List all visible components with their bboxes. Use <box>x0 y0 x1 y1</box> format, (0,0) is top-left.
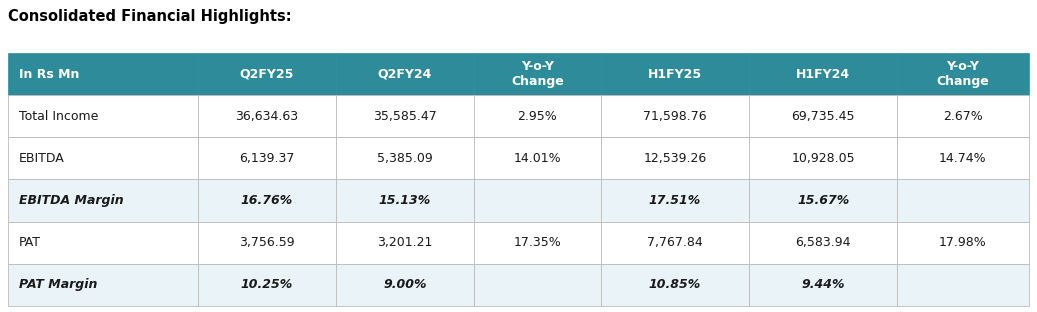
Text: Y-o-Y
Change: Y-o-Y Change <box>936 60 989 88</box>
Bar <box>336 53 474 95</box>
Text: 14.01%: 14.01% <box>513 152 561 165</box>
Bar <box>198 53 336 95</box>
Text: 36,634.63: 36,634.63 <box>235 110 299 123</box>
Bar <box>600 53 749 95</box>
Text: Y-o-Y
Change: Y-o-Y Change <box>511 60 564 88</box>
Bar <box>749 95 897 137</box>
Bar <box>897 179 1029 222</box>
Text: 5,385.09: 5,385.09 <box>376 152 432 165</box>
Bar <box>897 53 1029 95</box>
Text: 17.35%: 17.35% <box>513 236 561 249</box>
Text: 6,583.94: 6,583.94 <box>795 236 851 249</box>
Text: 15.13%: 15.13% <box>379 194 431 207</box>
Text: 9.44%: 9.44% <box>802 278 845 291</box>
Bar <box>749 179 897 222</box>
Bar <box>336 264 474 306</box>
Bar <box>198 222 336 264</box>
Text: 7,767.84: 7,767.84 <box>647 236 703 249</box>
Bar <box>336 95 474 137</box>
Text: 35,585.47: 35,585.47 <box>373 110 437 123</box>
Bar <box>336 137 474 179</box>
Bar <box>198 95 336 137</box>
Text: 12,539.26: 12,539.26 <box>643 152 706 165</box>
Text: In Rs Mn: In Rs Mn <box>19 68 79 80</box>
Text: 9.00%: 9.00% <box>383 278 426 291</box>
Text: 17.98%: 17.98% <box>940 236 987 249</box>
Bar <box>198 179 336 222</box>
Text: EBITDA: EBITDA <box>19 152 64 165</box>
Text: PAT: PAT <box>19 236 40 249</box>
Text: EBITDA Margin: EBITDA Margin <box>19 194 123 207</box>
Bar <box>897 222 1029 264</box>
Text: PAT Margin: PAT Margin <box>19 278 97 291</box>
Bar <box>8 179 198 222</box>
Bar <box>897 264 1029 306</box>
Text: Consolidated Financial Highlights:: Consolidated Financial Highlights: <box>8 9 292 24</box>
Bar <box>749 53 897 95</box>
Text: 69,735.45: 69,735.45 <box>791 110 854 123</box>
Bar <box>474 222 600 264</box>
Bar <box>897 137 1029 179</box>
Text: Q2FY24: Q2FY24 <box>377 68 432 80</box>
Text: 10,928.05: 10,928.05 <box>791 152 854 165</box>
Text: 16.76%: 16.76% <box>241 194 293 207</box>
Bar <box>8 53 198 95</box>
Bar <box>749 137 897 179</box>
Text: 2.67%: 2.67% <box>943 110 983 123</box>
Text: 17.51%: 17.51% <box>649 194 701 207</box>
Bar <box>198 264 336 306</box>
Text: 2.95%: 2.95% <box>517 110 557 123</box>
Bar <box>474 95 600 137</box>
Bar <box>474 264 600 306</box>
Text: 6,139.37: 6,139.37 <box>240 152 295 165</box>
Bar <box>474 53 600 95</box>
Text: 15.67%: 15.67% <box>797 194 849 207</box>
Bar <box>600 137 749 179</box>
Bar <box>8 95 198 137</box>
Bar <box>749 222 897 264</box>
Bar <box>474 179 600 222</box>
Text: 10.25%: 10.25% <box>241 278 293 291</box>
Text: Q2FY25: Q2FY25 <box>240 68 295 80</box>
Bar <box>198 137 336 179</box>
Bar <box>336 222 474 264</box>
Text: Total Income: Total Income <box>19 110 99 123</box>
Bar <box>474 137 600 179</box>
Bar <box>336 179 474 222</box>
Bar <box>8 137 198 179</box>
Text: 3,756.59: 3,756.59 <box>240 236 295 249</box>
Bar <box>600 179 749 222</box>
Text: 10.85%: 10.85% <box>649 278 701 291</box>
Bar <box>897 95 1029 137</box>
Text: 3,201.21: 3,201.21 <box>377 236 432 249</box>
Bar <box>600 95 749 137</box>
Text: H1FY24: H1FY24 <box>796 68 850 80</box>
Bar <box>8 264 198 306</box>
Bar <box>8 222 198 264</box>
Text: 14.74%: 14.74% <box>940 152 987 165</box>
Text: H1FY25: H1FY25 <box>648 68 702 80</box>
Bar <box>600 222 749 264</box>
Bar <box>749 264 897 306</box>
Text: 71,598.76: 71,598.76 <box>643 110 707 123</box>
Bar <box>600 264 749 306</box>
